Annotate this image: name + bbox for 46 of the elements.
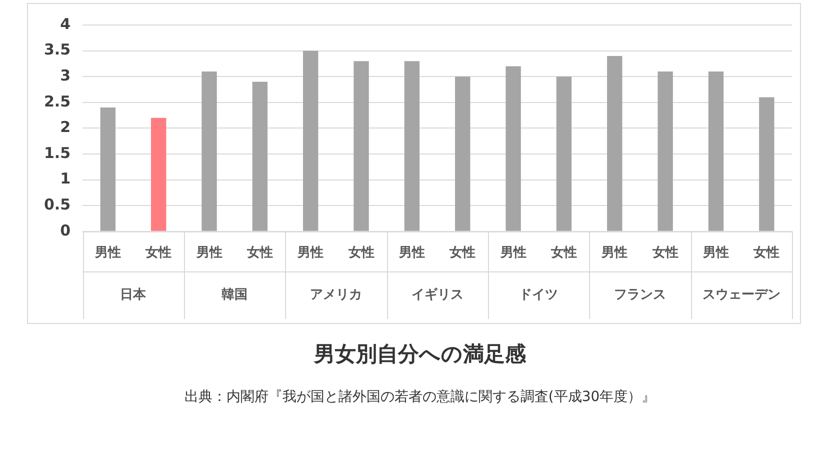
bar (354, 61, 369, 231)
x-tick-label: 男性 (600, 246, 628, 261)
x-tick-label: 男性 (702, 246, 729, 261)
x-tick-label: 女性 (550, 246, 577, 261)
y-tick-label: 3 (60, 66, 71, 84)
bar (759, 97, 774, 231)
text: アメリカ (310, 288, 362, 303)
bar (455, 76, 470, 231)
text: イギリス (411, 288, 464, 303)
x-tick-label: 女性 (651, 246, 678, 261)
bar (506, 66, 521, 231)
bar (202, 71, 217, 231)
x-tick-label: 女性 (752, 246, 780, 261)
x-tick-label: 女性 (347, 246, 374, 261)
text: ドイツ (519, 288, 558, 303)
text: フランス (614, 288, 666, 303)
bar (150, 118, 166, 231)
x-tick-label: 男性 (195, 246, 222, 261)
bar (303, 50, 318, 231)
x-tick-label: 女性 (144, 246, 172, 261)
bar (658, 71, 673, 231)
bar (708, 71, 724, 231)
y-tick-label: 4 (60, 14, 71, 33)
bar (252, 82, 268, 231)
source-note: 出典：内閣府『我が国と諸外国の若者の意識に関する調査(平成30年度）』 (183, 388, 657, 406)
y-tick-label: 2 (60, 118, 71, 136)
x-tick-label: 男性 (296, 246, 324, 261)
y-tick-label: 0.5 (44, 195, 71, 214)
x-tick-label: 女性 (448, 246, 476, 261)
text: スウェーデン (702, 288, 780, 303)
y-tick-label: 3.5 (44, 40, 71, 59)
y-tick-label: 1.5 (44, 144, 71, 162)
x-tick-label: 女性 (246, 246, 273, 261)
text: 男女別自分への満足感 (312, 341, 527, 368)
y-tick-label: 2.5 (44, 92, 71, 110)
text: 韓国 (222, 288, 248, 303)
bar (556, 76, 572, 231)
y-tick-label: 1 (60, 170, 71, 188)
x-tick-label: 男性 (94, 246, 121, 261)
y-tick-label: 0 (60, 221, 71, 240)
x-tick-label: 男性 (398, 246, 425, 261)
text: 日本 (120, 288, 148, 303)
x-tick-label: 男性 (499, 246, 526, 261)
bar (100, 108, 116, 231)
bar (404, 61, 420, 231)
bar (607, 56, 622, 231)
